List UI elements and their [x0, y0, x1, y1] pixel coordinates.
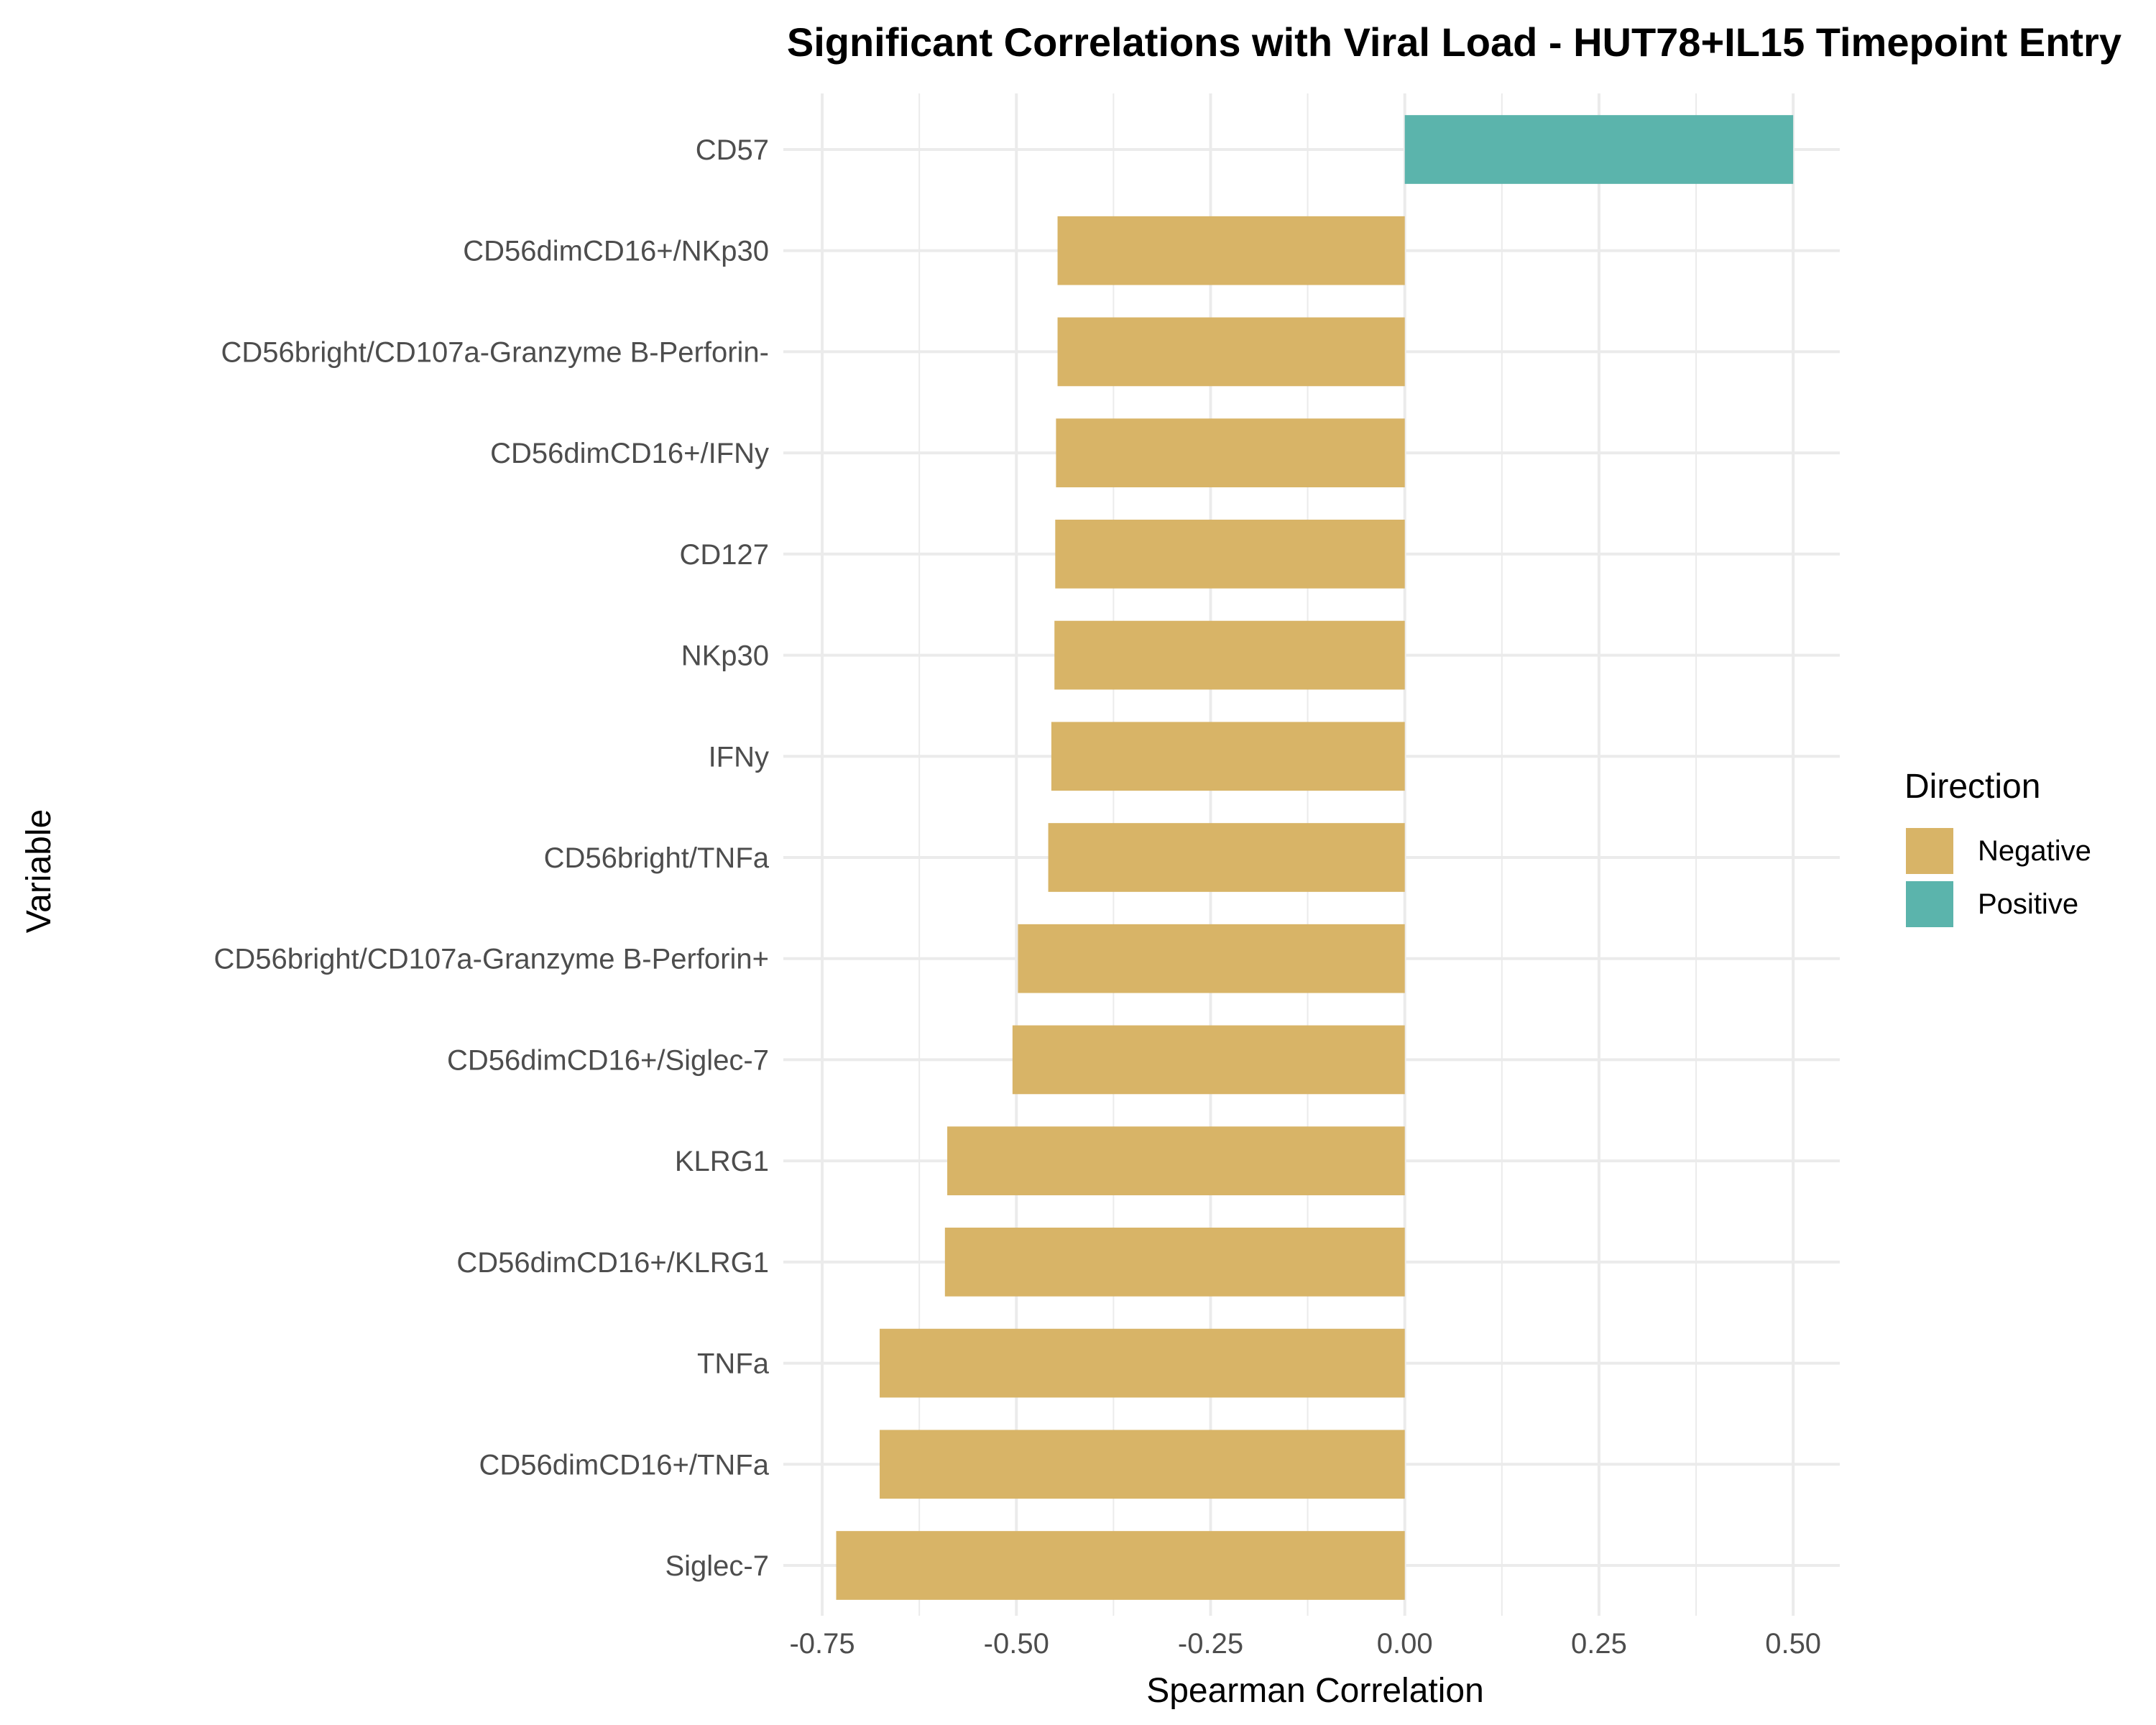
- bar: [880, 1430, 1405, 1499]
- x-tick-label: 0.00: [1377, 1628, 1433, 1660]
- y-tick-label: NKp30: [681, 640, 769, 672]
- y-tick-label: Siglec-7: [665, 1550, 769, 1582]
- chart-title: Significant Correlations with Viral Load…: [787, 19, 2122, 65]
- x-tick-label: 0.50: [1765, 1628, 1821, 1660]
- bars: [836, 115, 1794, 1600]
- y-tick-label: CD127: [679, 539, 769, 571]
- y-tick-label: CD56dimCD16+/TNFa: [479, 1449, 770, 1481]
- x-tick-label: -0.25: [1178, 1628, 1243, 1660]
- bar: [947, 1126, 1405, 1195]
- legend-swatch-negative: [1906, 828, 1953, 874]
- y-axis-ticks: CD57 CD56dimCD16+/NKp30 CD56bright/CD107a-…: [213, 134, 769, 1582]
- legend: Direction Negative Positive: [1904, 768, 2091, 927]
- x-tick-label: -0.50: [984, 1628, 1049, 1660]
- bar: [1048, 823, 1405, 892]
- bar: [944, 1228, 1405, 1297]
- x-tick-label: 0.25: [1571, 1628, 1627, 1660]
- legend-title: Direction: [1904, 768, 2040, 806]
- x-axis-title: Spearman Correlation: [1146, 1672, 1484, 1710]
- y-tick-label: CD56bright/TNFa: [544, 842, 770, 874]
- bar: [1404, 115, 1794, 184]
- bar: [1057, 216, 1405, 285]
- bar: [880, 1328, 1405, 1398]
- bar: [836, 1531, 1405, 1600]
- legend-label-negative: Negative: [1978, 835, 2091, 867]
- bar: [1051, 722, 1405, 791]
- bar: [1055, 520, 1405, 589]
- y-tick-label: CD56bright/CD107a-Granzyme B-Perforin+: [213, 944, 769, 975]
- y-tick-label: IFNy: [709, 741, 769, 773]
- y-tick-label: CD56dimCD16+/NKp30: [463, 236, 769, 267]
- y-tick-label: CD56dimCD16+/IFNy: [490, 438, 769, 469]
- y-tick-label: TNFa: [697, 1348, 770, 1380]
- x-axis-ticks: -0.75 -0.50 -0.25 0.00 0.25 0.50: [789, 1628, 1821, 1660]
- legend-label-positive: Positive: [1978, 888, 2078, 920]
- y-tick-label: CD56dimCD16+/KLRG1: [456, 1247, 769, 1279]
- y-tick-label: CD56dimCD16+/Siglec-7: [447, 1044, 769, 1076]
- y-axis-title: Variable: [20, 809, 58, 934]
- bar: [1012, 1025, 1405, 1095]
- bar: [1057, 317, 1405, 387]
- x-tick-label: -0.75: [789, 1628, 854, 1660]
- legend-swatch-positive: [1906, 881, 1953, 927]
- bar: [1056, 418, 1405, 487]
- y-tick-label: KLRG1: [675, 1146, 769, 1177]
- y-tick-label: CD57: [696, 134, 769, 166]
- bar: [1018, 924, 1405, 993]
- y-tick-label: CD56bright/CD107a-Granzyme B-Perforin-: [221, 336, 770, 368]
- bar: [1054, 620, 1405, 690]
